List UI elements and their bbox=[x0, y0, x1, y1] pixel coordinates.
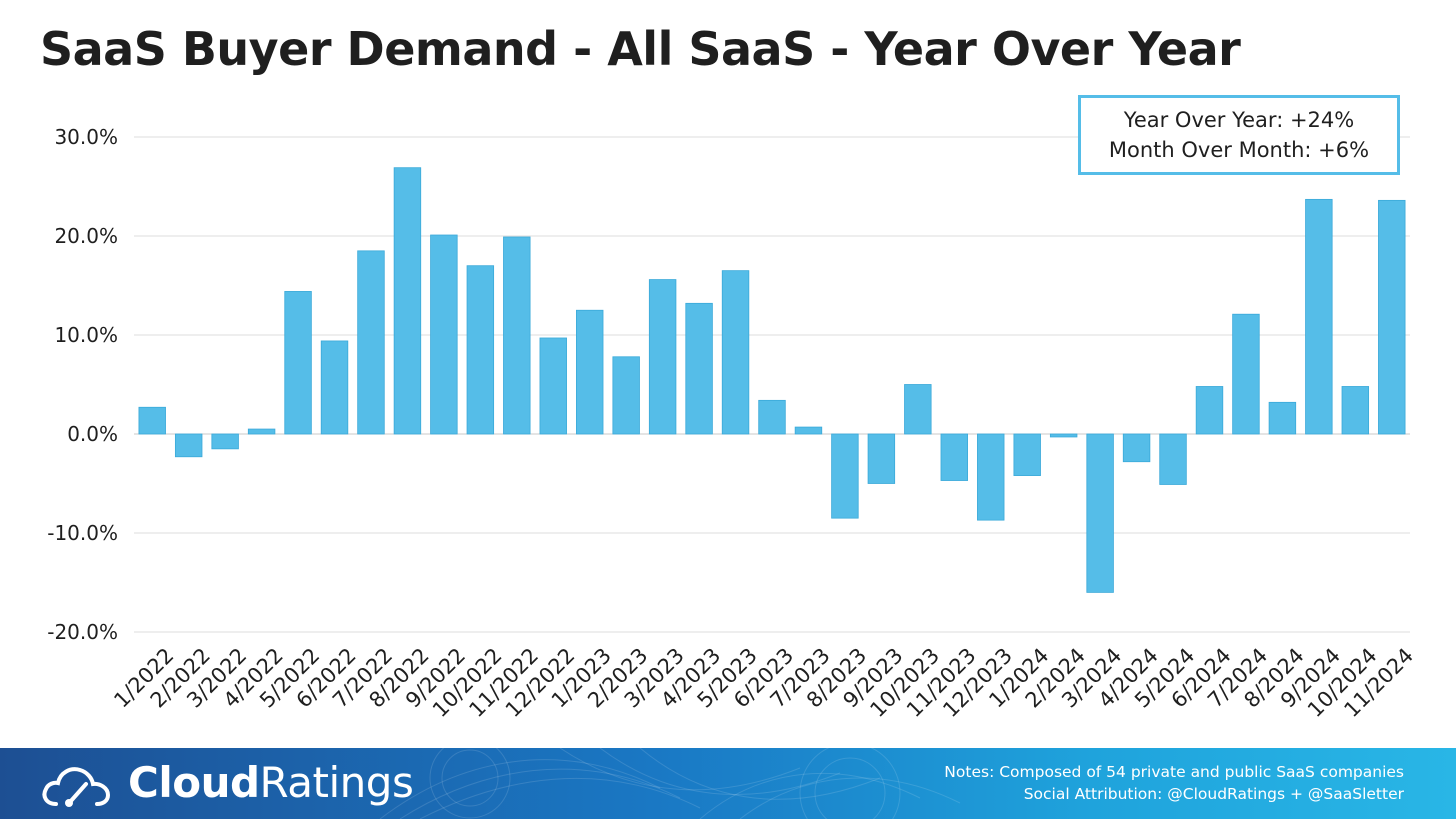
bar bbox=[284, 291, 312, 435]
y-tick-label: 20.0% bbox=[54, 224, 118, 248]
footer-notes: Notes: Composed of 54 private and public… bbox=[944, 761, 1404, 805]
bar bbox=[721, 270, 750, 435]
bars bbox=[138, 167, 1406, 593]
bar bbox=[247, 428, 276, 435]
y-tick-label: 30.0% bbox=[54, 125, 118, 149]
y-tick-label: -20.0% bbox=[47, 620, 118, 644]
bar bbox=[758, 399, 786, 435]
bar bbox=[211, 433, 239, 450]
bar bbox=[1195, 386, 1224, 435]
logo-regular: Ratings bbox=[259, 758, 414, 807]
bar bbox=[138, 406, 166, 435]
bar bbox=[1268, 401, 1297, 435]
bar bbox=[794, 426, 823, 435]
bar bbox=[576, 309, 604, 435]
mom-summary: Month Over Month: +6% bbox=[1108, 138, 1370, 162]
bar bbox=[357, 250, 385, 435]
bar bbox=[393, 167, 422, 435]
logo-text: CloudRatings bbox=[128, 758, 414, 807]
x-axis-ticks: 1/20222/20223/20224/20225/20226/20227/20… bbox=[109, 643, 1418, 722]
bar bbox=[1159, 433, 1187, 485]
bar bbox=[685, 302, 713, 435]
attribution-line: Social Attribution: @CloudRatings + @Saa… bbox=[1023, 785, 1404, 803]
y-tick-label: 10.0% bbox=[54, 323, 118, 347]
chart-title: SaaS Buyer Demand - All SaaS - Year Over… bbox=[40, 22, 1241, 76]
y-tick-label: -10.0% bbox=[47, 521, 118, 545]
notes-line: Notes: Composed of 54 private and public… bbox=[944, 763, 1404, 781]
bar bbox=[320, 340, 349, 435]
bar bbox=[648, 279, 677, 435]
bar bbox=[1122, 433, 1151, 463]
footer-pattern bbox=[379, 748, 961, 819]
footer-banner: CloudRatings Notes: Composed of 54 priva… bbox=[0, 748, 1456, 819]
y-axis-ticks: -20.0% -10.0% 0.0% 10.0% 20.0% 30.0% bbox=[47, 125, 118, 644]
bar bbox=[466, 265, 495, 435]
bar bbox=[1378, 199, 1406, 435]
bar bbox=[940, 433, 968, 481]
bar bbox=[539, 337, 567, 435]
summary-box: Year Over Year: +24% Month Over Month: +… bbox=[1078, 95, 1400, 175]
bar bbox=[1049, 433, 1078, 438]
y-tick-label: 0.0% bbox=[67, 422, 118, 446]
logo-bold: Cloud bbox=[128, 758, 260, 807]
bar bbox=[1341, 386, 1370, 435]
bar bbox=[977, 433, 1005, 521]
bar bbox=[904, 384, 932, 435]
bar bbox=[503, 236, 531, 435]
bar bbox=[430, 234, 458, 435]
bar bbox=[1086, 433, 1114, 593]
bar bbox=[1013, 433, 1041, 476]
bar bbox=[174, 433, 203, 458]
bar bbox=[831, 433, 859, 519]
bar-chart: -20.0% -10.0% 0.0% 10.0% 20.0% 30.0% 1/20222/… bbox=[47, 125, 1418, 722]
bar bbox=[1305, 198, 1333, 435]
bar bbox=[1232, 313, 1260, 435]
yoy-summary: Year Over Year: +24% bbox=[1123, 108, 1355, 132]
bar bbox=[867, 433, 896, 484]
cloud-gauge-icon bbox=[42, 767, 111, 807]
bar bbox=[612, 356, 640, 435]
